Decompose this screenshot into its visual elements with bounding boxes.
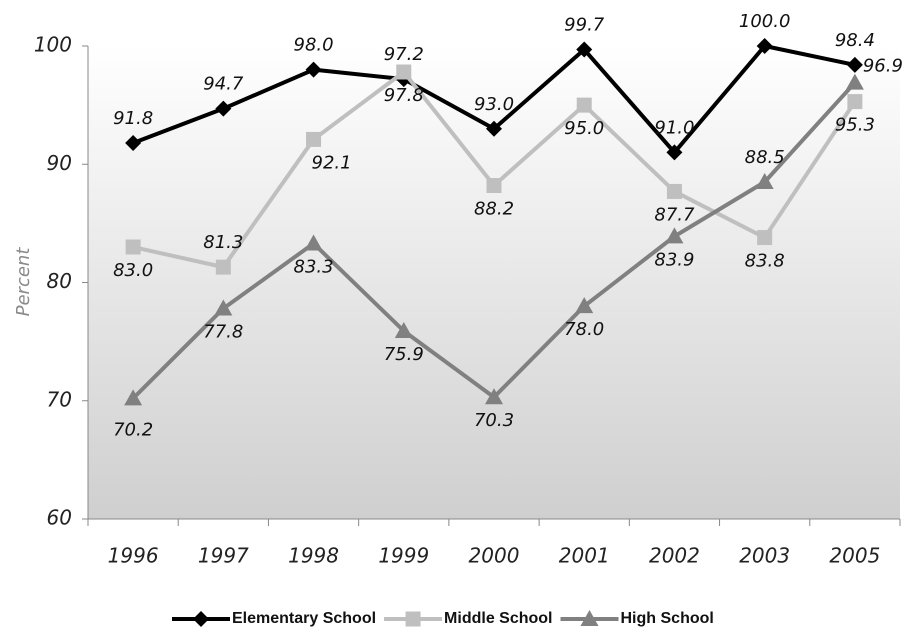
point	[125, 134, 142, 151]
point	[394, 321, 413, 338]
legend-label: Middle School	[444, 610, 552, 627]
x-tick-label: 2000	[469, 544, 520, 568]
point	[755, 172, 774, 189]
y-tick-label: 70	[47, 387, 72, 411]
value-label: 75.9	[384, 344, 424, 365]
value-label: 91.8	[113, 108, 153, 129]
point	[304, 234, 323, 251]
plot-area	[88, 46, 900, 519]
y-tick-label: 60	[47, 506, 72, 530]
x-tick-label: 2002	[649, 544, 700, 568]
point	[215, 259, 231, 275]
value-label: 99.7	[564, 15, 605, 36]
point	[576, 97, 592, 113]
value-label: 83.9	[654, 249, 694, 270]
legend-marker	[580, 610, 599, 626]
series	[125, 38, 863, 161]
value-label: 88.5	[745, 147, 785, 168]
point	[305, 61, 322, 78]
point	[666, 144, 683, 161]
value-label: 88.2	[474, 199, 514, 220]
point	[124, 389, 143, 406]
value-label: 81.3	[203, 232, 243, 253]
x-tick-label: 1999	[378, 544, 429, 568]
legend-marker	[405, 611, 421, 627]
x-tick-label: 1998	[288, 544, 339, 568]
legend-item: High School	[560, 610, 714, 627]
x-tick-label: 1996	[108, 544, 159, 568]
point	[486, 178, 502, 194]
series	[125, 64, 863, 275]
point	[756, 38, 773, 54]
x-tick-label: 2001	[559, 544, 610, 568]
point	[845, 73, 864, 90]
series	[124, 73, 864, 406]
legend-item: Middle School	[384, 610, 553, 627]
legend-marker	[193, 611, 209, 627]
x-tick-label: 2003	[739, 544, 790, 568]
point	[847, 94, 863, 110]
value-label: 78.0	[564, 319, 604, 340]
y-tick-label: 80	[47, 269, 72, 293]
point	[757, 230, 773, 246]
y-axis-title: Percent	[13, 247, 34, 317]
value-label: 83.3	[294, 256, 334, 277]
y-tick-label: 100	[34, 33, 72, 57]
value-label: 91.0	[654, 117, 694, 138]
legend-label: High School	[621, 610, 714, 627]
x-tick-label: 2005	[829, 544, 880, 568]
value-label: 83.0	[113, 260, 153, 281]
value-label: 98.4	[835, 30, 875, 51]
value-label: 100.0	[739, 11, 791, 32]
value-label: 98.0	[294, 35, 334, 56]
point	[396, 64, 412, 80]
point	[125, 239, 141, 255]
point	[215, 100, 232, 117]
point	[306, 131, 322, 147]
value-label: 96.9	[863, 56, 903, 77]
value-label: 70.3	[474, 410, 514, 431]
value-label: 95.3	[835, 115, 875, 136]
point	[485, 388, 503, 405]
point	[575, 297, 594, 314]
value-label: 87.7	[654, 204, 695, 225]
point	[666, 183, 682, 199]
value-label: 94.7	[203, 74, 244, 95]
x-tick-label: 1997	[198, 544, 249, 568]
point	[846, 56, 863, 73]
value-label: 92.1	[312, 152, 352, 173]
value-label: 95.0	[564, 118, 604, 139]
point	[665, 227, 684, 244]
point	[486, 120, 502, 137]
legend-item: Elementary School	[172, 610, 376, 627]
value-label: 97.2	[384, 44, 424, 65]
point	[214, 299, 233, 316]
value-label: 70.2	[113, 419, 153, 440]
point	[576, 41, 593, 58]
value-label: 97.8	[384, 85, 424, 106]
y-tick-label: 90	[47, 151, 72, 175]
legend-label: Elementary School	[232, 610, 376, 627]
value-label: 77.8	[203, 322, 243, 343]
value-label: 83.8	[745, 251, 785, 272]
value-label: 93.0	[474, 94, 514, 115]
